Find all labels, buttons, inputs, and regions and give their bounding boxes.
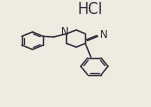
Text: N: N	[61, 27, 69, 37]
Text: N: N	[100, 30, 108, 40]
Text: HCl: HCl	[78, 2, 103, 17]
